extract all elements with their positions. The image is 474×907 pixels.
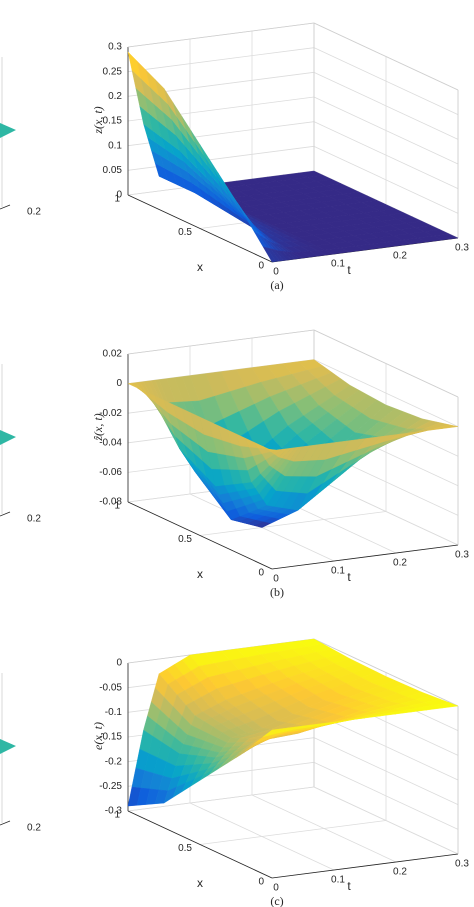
caption: (b)	[270, 585, 284, 599]
cropped-axis	[0, 204, 11, 210]
axis-line	[127, 22, 315, 48]
grid-line	[313, 145, 459, 214]
z-tick-label: 0	[116, 378, 122, 389]
surface-patch	[262, 446, 276, 451]
t-tick-label: 0.3	[455, 243, 469, 254]
x-tick-label: 0.5	[178, 843, 192, 854]
cropped-surface	[0, 739, 16, 754]
t-tick-label: 0	[273, 883, 279, 894]
z-tick-label: 0.3	[108, 42, 122, 53]
x-axis-label: x	[197, 260, 203, 274]
t-axis-label: t	[347, 570, 351, 584]
cropped-axis	[0, 820, 11, 826]
x-axis-label: x	[197, 567, 203, 581]
cropped-axis	[0, 511, 11, 517]
grid-line	[313, 47, 459, 116]
z-tick-label: -0.06	[99, 467, 122, 478]
z-axis-label: z(x, t)	[91, 106, 105, 134]
x-tick-label: 1	[114, 194, 120, 205]
axis-line	[313, 638, 459, 707]
z-tick-label: 0	[116, 190, 122, 201]
axis-line	[127, 329, 315, 355]
t-axis-label: t	[347, 879, 351, 893]
surface-patch	[262, 246, 277, 263]
t-tick-label: 0.3	[455, 859, 469, 870]
z-tick-label: 0.02	[103, 349, 123, 360]
x-tick-label: 0	[258, 261, 264, 272]
t-tick-label: 0.2	[393, 558, 407, 569]
axis-line	[313, 22, 459, 91]
z-tick-label: 0.05	[103, 165, 123, 176]
t-tick-label: 0.1	[331, 875, 345, 886]
axis-line	[271, 853, 459, 879]
z-tick-label: -0.25	[99, 781, 122, 792]
axis-line	[271, 544, 459, 570]
x-tick-label: 0.5	[178, 534, 192, 545]
cropped-tick-label: 0.2	[27, 514, 41, 525]
cropped-tick-label: 0.2	[27, 823, 41, 834]
t-tick-label: 0	[273, 574, 279, 585]
z-tick-label: -0.2	[105, 756, 123, 767]
x-tick-label: 0.5	[178, 227, 192, 238]
grid-line	[313, 761, 459, 830]
x-tick-label: 1	[114, 810, 120, 821]
axis-line	[127, 501, 273, 570]
grid-line	[127, 786, 315, 812]
z-tick-label: -0.04	[99, 437, 122, 448]
z-tick-label: 0.15	[103, 116, 123, 127]
cropped-surface	[0, 123, 16, 138]
z-tick-label: 0.2	[108, 91, 122, 102]
z-tick-label: -0.15	[99, 732, 122, 743]
z-axis-label: e(x, t)	[91, 722, 105, 750]
x-tick-label: 0	[258, 568, 264, 579]
grid-line	[313, 96, 459, 165]
z-tick-label: -0.02	[99, 408, 122, 419]
grid-line	[313, 359, 459, 427]
surface-patch	[262, 729, 276, 738]
grid-line	[251, 794, 397, 863]
caption: (a)	[270, 278, 283, 292]
x-axis-label: x	[197, 876, 203, 890]
caption: (c)	[270, 894, 283, 907]
grid-line	[127, 47, 315, 73]
grid-line	[313, 477, 459, 546]
t-axis-label: t	[347, 263, 351, 277]
z-tick-label: -0.08	[99, 497, 122, 508]
z-axis-label: ẑ(x, t)	[91, 413, 105, 441]
grid-line	[313, 121, 459, 190]
grid-line	[199, 820, 387, 845]
grid-line	[313, 786, 459, 855]
grid-line	[199, 511, 387, 536]
z-tick-label: -0.3	[105, 806, 123, 817]
x-tick-label: 1	[114, 501, 120, 512]
z-tick-label: 0.1	[108, 140, 122, 151]
axis-line	[313, 329, 459, 398]
t-tick-label: 0.1	[331, 259, 345, 270]
x-tick-label: 0	[258, 877, 264, 888]
axis-line	[127, 194, 273, 263]
t-tick-label: 0.2	[393, 251, 407, 262]
t-tick-label: 0.3	[455, 550, 469, 561]
grid-line	[313, 737, 459, 806]
z-tick-label: 0	[116, 658, 122, 669]
cropped-surface	[0, 430, 16, 445]
z-tick-label: -0.1	[105, 707, 123, 718]
cropped-tick-label: 0.2	[27, 207, 41, 218]
t-tick-label: 0	[273, 267, 279, 278]
grid-line	[313, 71, 459, 140]
z-tick-label: 0.25	[103, 66, 123, 77]
axis-line	[127, 810, 273, 879]
t-tick-label: 0.2	[393, 867, 407, 878]
grid-line	[313, 712, 459, 781]
grid-line	[189, 802, 335, 871]
z-tick-label: -0.05	[99, 682, 122, 693]
t-tick-label: 0.1	[331, 566, 345, 577]
